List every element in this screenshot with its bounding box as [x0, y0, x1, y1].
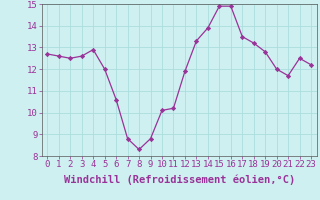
- X-axis label: Windchill (Refroidissement éolien,°C): Windchill (Refroidissement éolien,°C): [64, 175, 295, 185]
